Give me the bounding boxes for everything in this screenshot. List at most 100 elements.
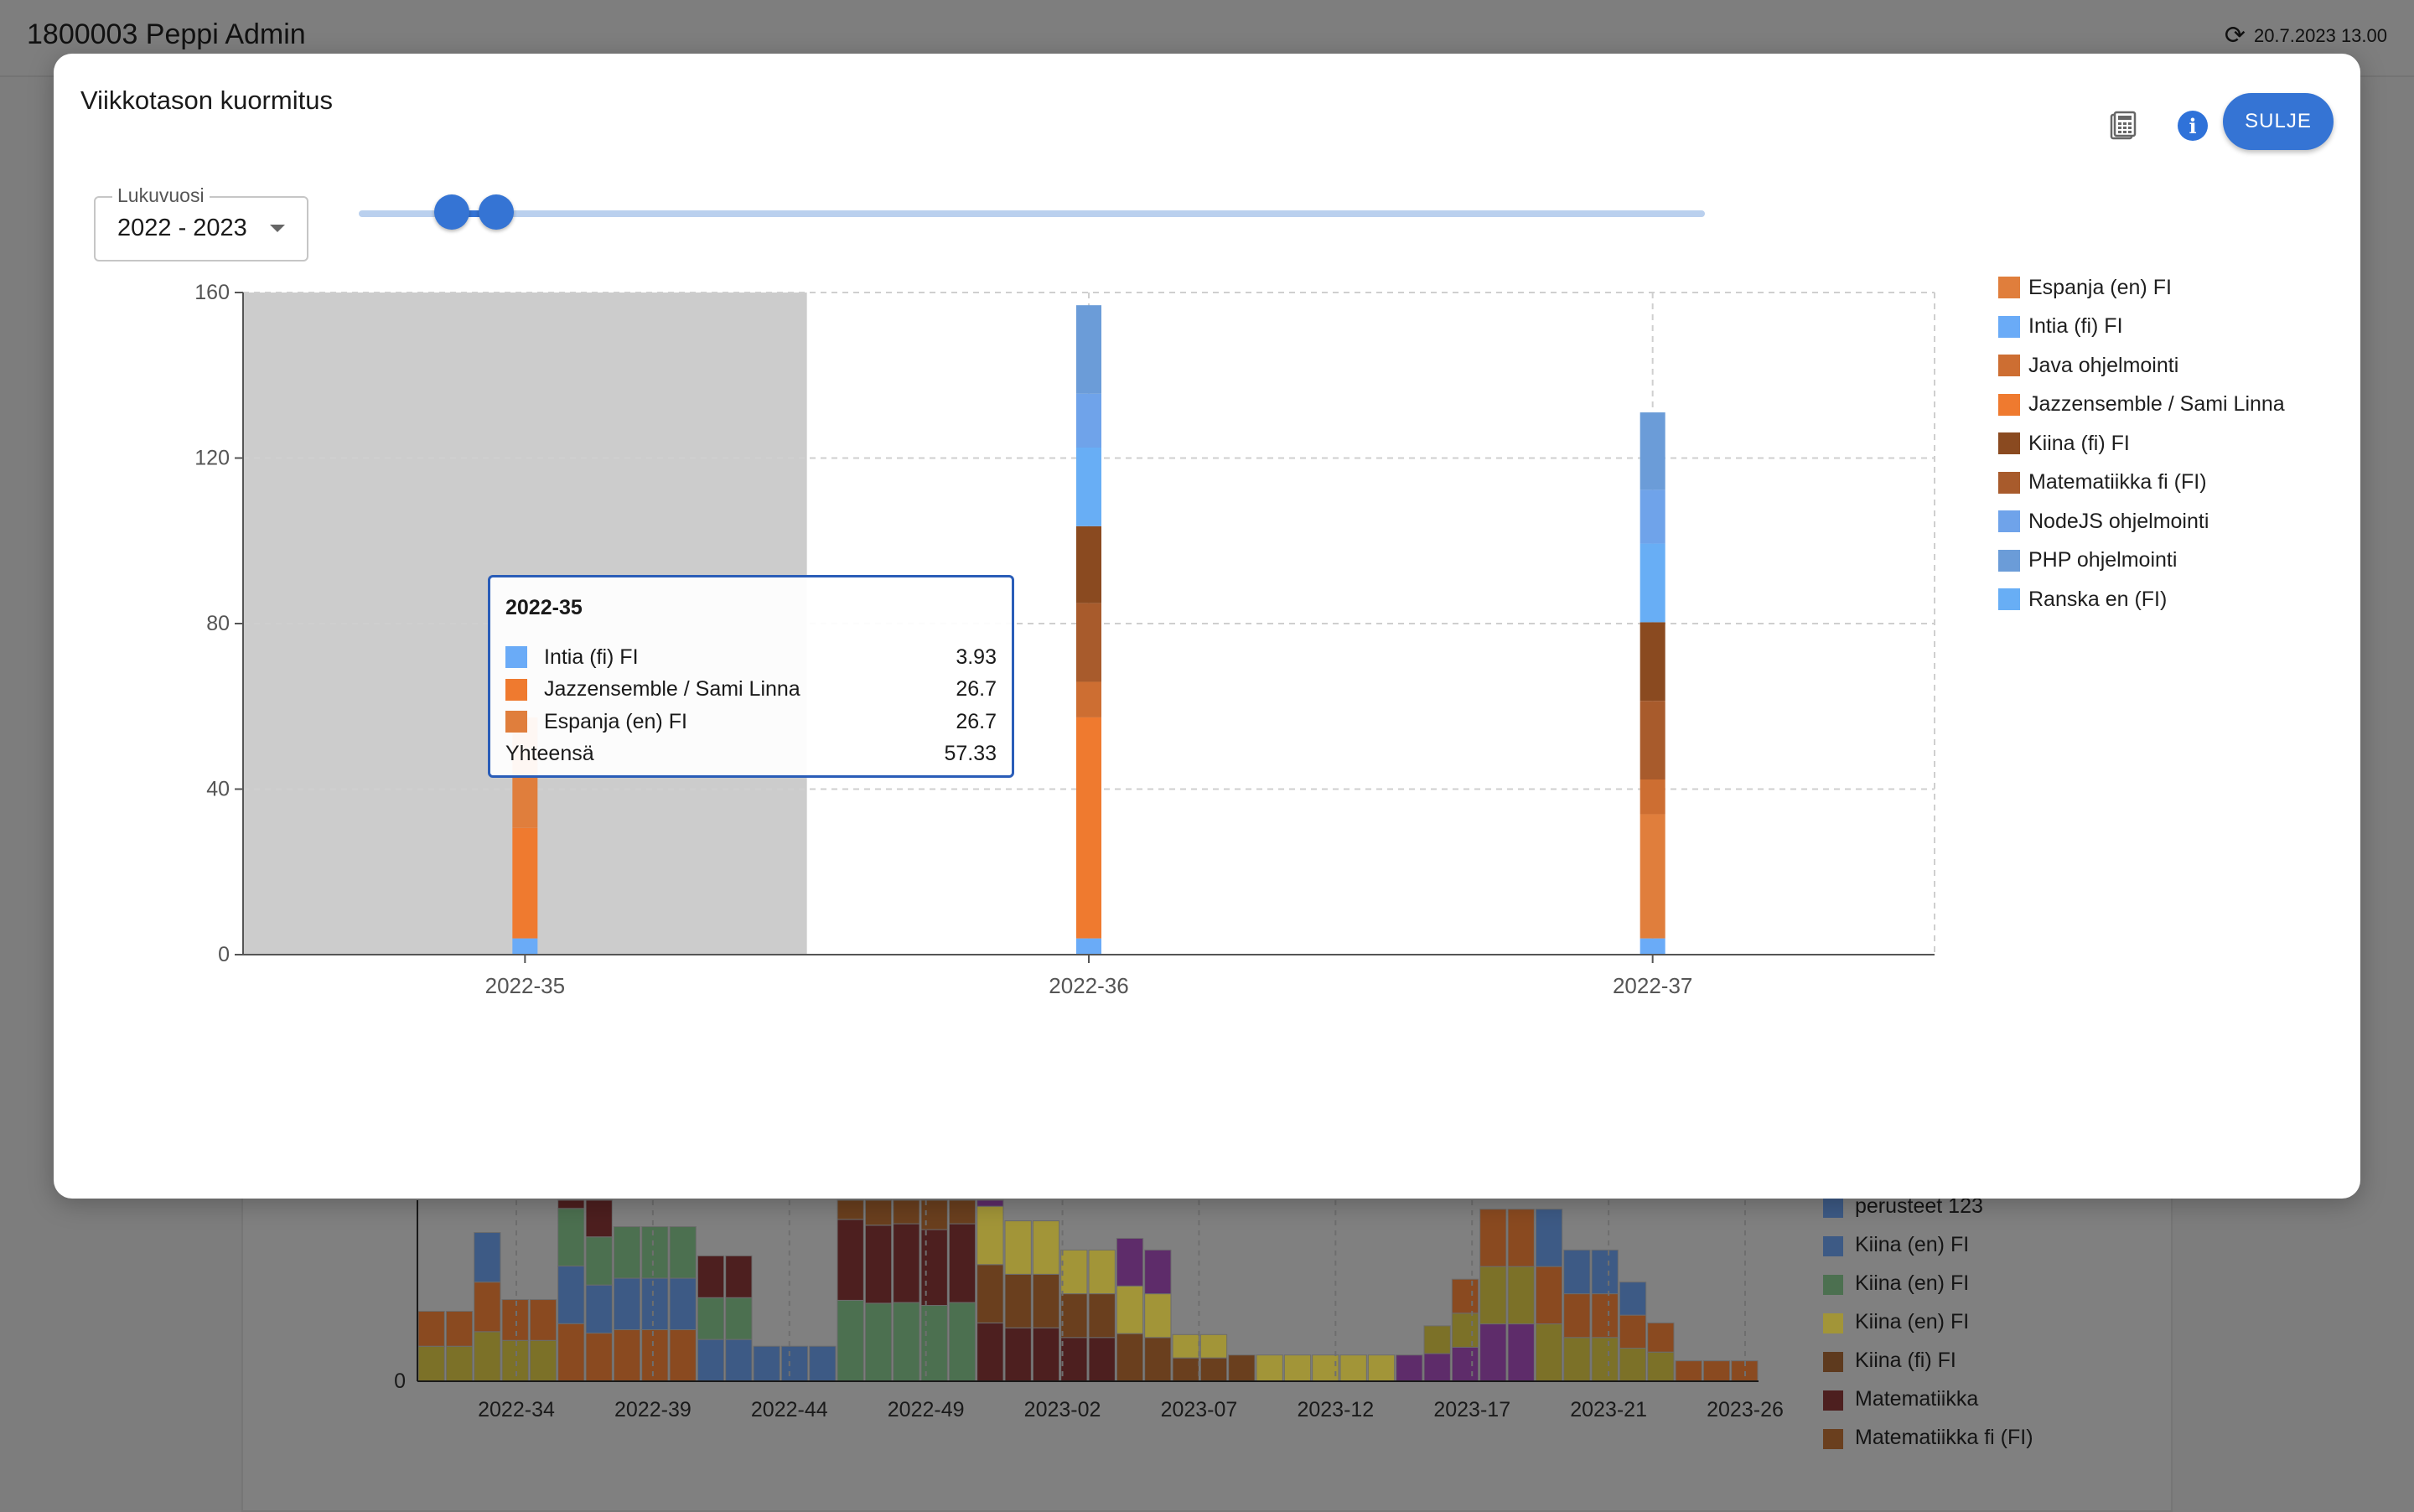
bg-bar-segment bbox=[864, 1199, 893, 1226]
bg-x-tick-label: 2023-02 bbox=[1024, 1398, 1101, 1421]
slider-thumb-end[interactable] bbox=[478, 194, 514, 230]
bg-bar-segment bbox=[1228, 1354, 1256, 1382]
y-tick-label: 40 bbox=[206, 778, 230, 801]
info-icon: i bbox=[2178, 111, 2208, 141]
bar-segment[interactable] bbox=[1640, 814, 1665, 939]
academic-year-select[interactable]: Lukuvuosi 2022 - 2023 bbox=[94, 184, 308, 261]
bg-legend-item: Kiina (en) FI bbox=[1823, 1310, 2158, 1349]
legend-item[interactable]: NodeJS ohjelmointi bbox=[1998, 502, 2285, 541]
legend-item[interactable]: Jazzensemble / Sami Linna bbox=[1998, 386, 2285, 425]
bar-segment[interactable] bbox=[512, 938, 538, 955]
slider-selected-range bbox=[451, 210, 496, 217]
bg-bar-segment bbox=[1088, 1293, 1116, 1339]
bar-segment[interactable] bbox=[1640, 543, 1665, 623]
bg-bar-segment bbox=[641, 1277, 669, 1331]
bg-bar-segment bbox=[1199, 1357, 1228, 1382]
bg-bar-segment bbox=[1144, 1249, 1172, 1295]
legend-item[interactable]: Intia (fi) FI bbox=[1998, 308, 2285, 347]
bg-bar-segment bbox=[613, 1329, 641, 1382]
tooltip-total-label: Yhteensä bbox=[505, 742, 594, 765]
bg-legend-label: Kiina (en) FI bbox=[1855, 1310, 1970, 1333]
bg-bar-segment bbox=[948, 1223, 976, 1303]
bg-bar-segment bbox=[976, 1264, 1004, 1323]
bg-bar-segment bbox=[1032, 1327, 1060, 1382]
legend-item[interactable]: PHP ohjelmointi bbox=[1998, 541, 2285, 581]
bg-bar-segment bbox=[445, 1310, 474, 1347]
bar-segment[interactable] bbox=[1076, 681, 1101, 717]
bg-bar-segment bbox=[697, 1339, 725, 1382]
tooltip-title: 2022-35 bbox=[505, 596, 583, 619]
legend-swatch bbox=[1998, 549, 2020, 572]
bar-segment[interactable] bbox=[1640, 938, 1665, 955]
legend-item[interactable]: Java ohjelmointi bbox=[1998, 346, 2285, 386]
bg-x-tick-label: 2023-26 bbox=[1707, 1398, 1784, 1421]
bg-bar-segment bbox=[1647, 1322, 1675, 1353]
bar-segment[interactable] bbox=[1640, 489, 1665, 544]
bg-bar-segment bbox=[1507, 1266, 1535, 1325]
bg-bar-segment bbox=[893, 1199, 920, 1225]
legend-label: Kiina (fi) FI bbox=[2028, 431, 2130, 455]
bg-bar-segment bbox=[1535, 1266, 1563, 1325]
bar-segment[interactable] bbox=[512, 827, 538, 939]
bg-legend-swatch bbox=[1823, 1352, 1843, 1372]
week-range-slider[interactable] bbox=[359, 194, 1705, 235]
bg-bar-segment bbox=[725, 1297, 753, 1340]
bg-bar-segment bbox=[1004, 1220, 1032, 1275]
y-tick-label: 120 bbox=[194, 447, 230, 470]
bg-bar-segment bbox=[585, 1199, 613, 1238]
bg-bar-segment bbox=[1451, 1346, 1479, 1382]
bg-bar-segment bbox=[1423, 1353, 1451, 1382]
slider-track[interactable] bbox=[359, 210, 1705, 217]
y-tick-label: 0 bbox=[218, 943, 230, 966]
bg-legend-swatch bbox=[1823, 1236, 1843, 1256]
tooltip-total: Yhteensä 57.33 bbox=[505, 738, 997, 770]
bg-bar-segment bbox=[557, 1266, 585, 1324]
bg-y-tick-label: 0 bbox=[394, 1370, 406, 1393]
bg-bar-segment bbox=[641, 1226, 669, 1279]
bg-bar-segment bbox=[1563, 1249, 1591, 1295]
bg-bar-segment bbox=[697, 1297, 725, 1340]
bar-segment[interactable] bbox=[1076, 393, 1101, 448]
bg-bar-segment bbox=[613, 1226, 641, 1279]
bg-legend-swatch bbox=[1823, 1313, 1843, 1333]
calculator-button[interactable] bbox=[2099, 101, 2149, 151]
sync-status[interactable]: ⟳ 20.7.2023 13.00 bbox=[2225, 23, 2387, 49]
bar-segment[interactable] bbox=[1076, 717, 1101, 939]
bg-bar-segment bbox=[1535, 1209, 1563, 1267]
bar-segment[interactable] bbox=[1076, 526, 1101, 603]
legend-label: Jazzensemble / Sami Linna bbox=[2028, 392, 2285, 417]
bar-segment[interactable] bbox=[1076, 938, 1101, 955]
bg-bar-segment bbox=[837, 1199, 864, 1220]
bar-segment[interactable] bbox=[1640, 701, 1665, 779]
legend-item[interactable]: Matematiikka fi (FI) bbox=[1998, 463, 2285, 503]
slider-thumb-start[interactable] bbox=[433, 194, 469, 230]
info-button[interactable]: i bbox=[2168, 101, 2218, 151]
bar-segment[interactable] bbox=[1640, 779, 1665, 815]
bg-x-tick-label: 2023-21 bbox=[1570, 1398, 1647, 1421]
legend-swatch bbox=[1998, 277, 2020, 299]
bar-segment[interactable] bbox=[1076, 448, 1101, 526]
bg-x-tick-label: 2022-44 bbox=[751, 1398, 828, 1421]
bg-bar-segment bbox=[641, 1329, 669, 1382]
tooltip-row: Intia (fi) FI 3.93 bbox=[505, 641, 997, 674]
bg-legend-swatch bbox=[1823, 1275, 1843, 1295]
tooltip-total-value: 57.33 bbox=[944, 742, 997, 765]
bar-segment[interactable] bbox=[1640, 412, 1665, 490]
bg-bar-segment bbox=[1591, 1249, 1619, 1295]
bg-legend-label: Matematiikka fi (FI) bbox=[1855, 1426, 2033, 1449]
legend-swatch bbox=[1998, 471, 2020, 494]
legend-item[interactable]: Kiina (fi) FI bbox=[1998, 424, 2285, 463]
legend-item[interactable]: Espanja (en) FI bbox=[1998, 268, 2285, 308]
bg-bar-segment bbox=[1479, 1323, 1507, 1382]
bar-segment[interactable] bbox=[1640, 622, 1665, 702]
refresh-icon[interactable]: ⟳ bbox=[2224, 22, 2246, 49]
bg-bar-segment bbox=[1088, 1249, 1116, 1295]
academic-year-label: Lukuvuosi bbox=[112, 184, 210, 207]
bar-segment[interactable] bbox=[1076, 603, 1101, 682]
bar-segment[interactable] bbox=[1076, 305, 1101, 394]
tooltip-row: Espanja (en) FI 26.7 bbox=[505, 706, 997, 738]
legend-swatch bbox=[1998, 355, 2020, 377]
bg-bar-segment bbox=[976, 1199, 1004, 1207]
legend-item[interactable]: Ranska en (FI) bbox=[1998, 580, 2285, 619]
close-button[interactable]: SULJE bbox=[2223, 93, 2334, 150]
